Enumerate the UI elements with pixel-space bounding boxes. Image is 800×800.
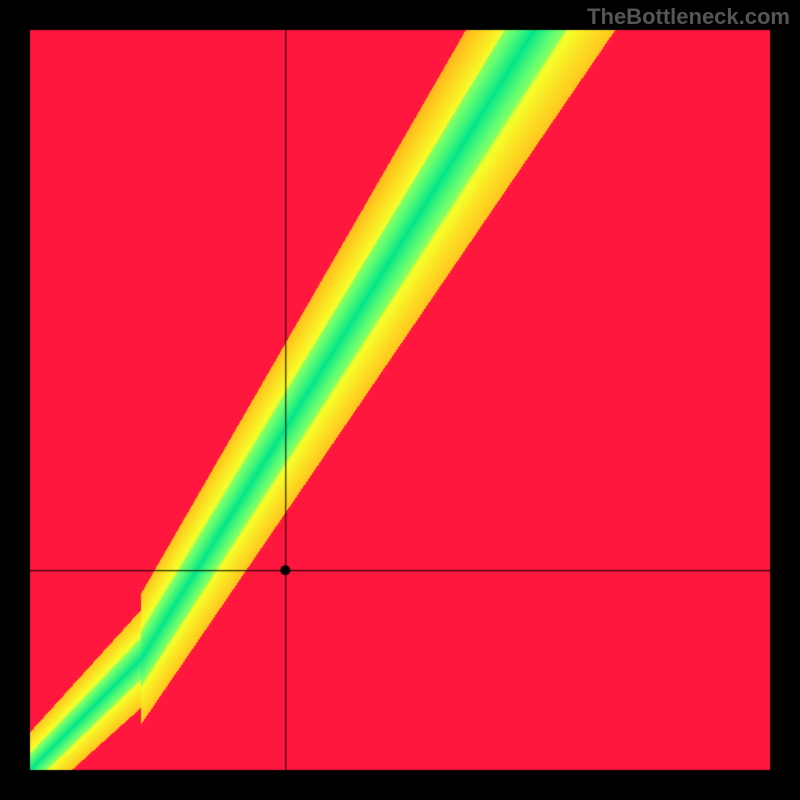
- watermark-text: TheBottleneck.com: [587, 4, 790, 30]
- heatmap-canvas: [0, 0, 800, 800]
- chart-container: TheBottleneck.com: [0, 0, 800, 800]
